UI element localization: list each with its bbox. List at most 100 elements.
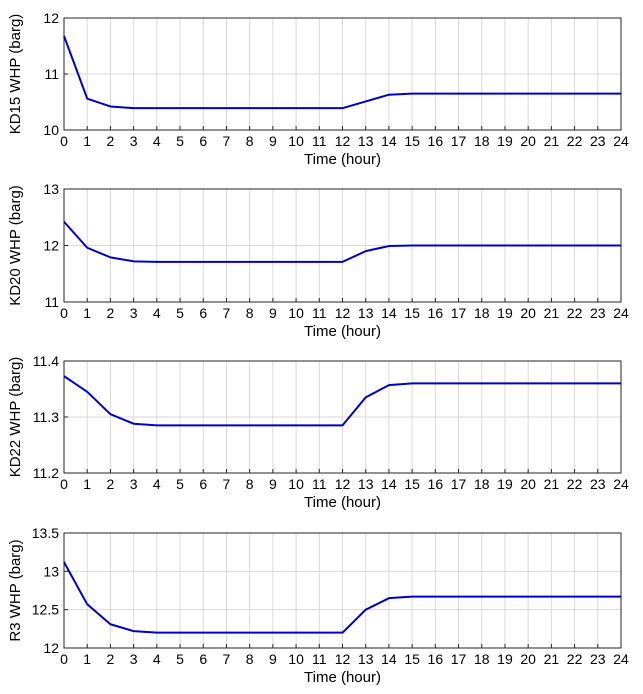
x-tick-label: 9	[269, 651, 277, 667]
x-tick-label: 21	[544, 133, 560, 149]
x-tick-label: 19	[497, 133, 513, 149]
x-tick-label: 19	[497, 305, 513, 321]
x-tick-label: 6	[199, 133, 207, 149]
x-tick-label: 15	[404, 133, 420, 149]
x-tick-label: 2	[107, 305, 115, 321]
x-tick-label: 5	[176, 133, 184, 149]
x-tick-label: 24	[613, 651, 629, 667]
x-tick-label: 10	[288, 651, 304, 667]
y-axis-label: R3 WHP (barg)	[7, 539, 24, 641]
x-tick-label: 7	[223, 651, 231, 667]
x-tick-label: 12	[335, 651, 351, 667]
y-tick-label: 11	[44, 66, 59, 82]
x-tick-label: 1	[83, 476, 91, 492]
x-tick-label: 21	[544, 476, 560, 492]
x-tick-label: 14	[381, 133, 397, 149]
x-tick-label: 10	[288, 305, 304, 321]
series-line-1	[63, 221, 621, 263]
x-tick-label: 18	[474, 133, 490, 149]
x-tick-label: 22	[567, 133, 583, 149]
x-tick-label: 7	[223, 476, 231, 492]
x-tick-label: 10	[288, 476, 304, 492]
x-tick-label: 14	[381, 476, 397, 492]
y-tick-label: 13	[43, 563, 59, 579]
x-tick-label: 16	[428, 476, 444, 492]
x-tick-label: 8	[246, 305, 254, 321]
x-tick-label: 3	[130, 651, 138, 667]
y-tick-label: 11.4	[33, 353, 59, 369]
x-tick-label: 0	[60, 133, 68, 149]
x-axis-label: Time (hour)	[304, 669, 381, 686]
x-tick-label: 18	[474, 651, 490, 667]
x-tick-label: 6	[199, 476, 207, 492]
x-tick-label: 22	[567, 476, 583, 492]
x-tick-label: 8	[246, 476, 254, 492]
x-tick-label: 9	[269, 133, 277, 149]
x-tick-label: 18	[474, 305, 490, 321]
x-tick-label: 22	[567, 305, 583, 321]
x-tick-label: 0	[60, 476, 68, 492]
x-tick-label: 13	[358, 305, 374, 321]
x-tick-label: 17	[451, 476, 467, 492]
y-tick-label: 11.2	[33, 465, 59, 481]
x-tick-label: 24	[613, 476, 629, 492]
series-line-1	[63, 35, 621, 110]
x-tick-label: 3	[130, 305, 138, 321]
x-tick-label: 13	[358, 133, 374, 149]
x-tick-label: 13	[358, 476, 374, 492]
x-tick-label: 20	[520, 305, 536, 321]
x-tick-label: 11	[312, 305, 327, 321]
x-tick-label: 17	[451, 133, 467, 149]
x-tick-label: 6	[199, 305, 207, 321]
x-tick-label: 17	[451, 305, 467, 321]
y-tick-label: 11	[44, 294, 59, 310]
x-tick-label: 12	[335, 476, 351, 492]
x-tick-label: 1	[83, 651, 91, 667]
x-tick-label: 16	[428, 651, 444, 667]
x-tick-label: 0	[60, 651, 68, 667]
x-tick-label: 12	[335, 133, 351, 149]
y-tick-label: 13.5	[32, 525, 59, 541]
x-tick-label: 20	[520, 133, 536, 149]
y-axis-label: KD15 WHP (barg)	[7, 14, 24, 135]
x-tick-label: 15	[404, 476, 420, 492]
x-tick-label: 0	[60, 305, 68, 321]
x-tick-label: 20	[520, 476, 536, 492]
x-tick-label: 23	[590, 133, 606, 149]
x-tick-label: 12	[335, 305, 351, 321]
x-axis-label: Time (hour)	[304, 151, 381, 168]
x-tick-label: 6	[199, 651, 207, 667]
x-tick-label: 3	[130, 476, 138, 492]
y-tick-label: 10	[43, 122, 59, 138]
x-tick-label: 23	[590, 651, 606, 667]
x-tick-label: 18	[474, 476, 490, 492]
x-tick-label: 11	[312, 476, 327, 492]
x-tick-label: 2	[107, 133, 115, 149]
x-tick-label: 9	[269, 305, 277, 321]
x-tick-label: 8	[246, 133, 254, 149]
x-tick-label: 13	[358, 651, 374, 667]
y-axis-label: KD20 WHP (barg)	[7, 185, 24, 306]
x-axis-label: Time (hour)	[304, 323, 381, 340]
x-tick-label: 10	[288, 133, 304, 149]
x-tick-label: 15	[404, 651, 420, 667]
x-tick-label: 4	[153, 651, 161, 667]
x-tick-label: 19	[497, 476, 513, 492]
x-tick-label: 2	[107, 651, 115, 667]
chart-panel-1: 0 1 2 3 4 5 6 7 8 9 10 11 12 13 14 15 16 17 18 19 20 21 22 23 24…	[7, 10, 629, 168]
x-tick-label: 20	[520, 651, 536, 667]
x-tick-label: 9	[269, 476, 277, 492]
x-tick-label: 16	[428, 305, 444, 321]
x-tick-label: 2	[107, 476, 115, 492]
x-tick-label: 3	[130, 133, 138, 149]
x-tick-label: 17	[451, 651, 467, 667]
x-tick-label: 5	[176, 476, 184, 492]
x-tick-label: 7	[223, 133, 231, 149]
x-tick-label: 1	[83, 305, 91, 321]
x-tick-label: 4	[153, 133, 161, 149]
x-tick-label: 24	[613, 305, 629, 321]
y-axis-label: KD22 WHP (barg)	[7, 357, 24, 478]
x-tick-label: 4	[153, 305, 161, 321]
x-tick-label: 21	[544, 305, 560, 321]
